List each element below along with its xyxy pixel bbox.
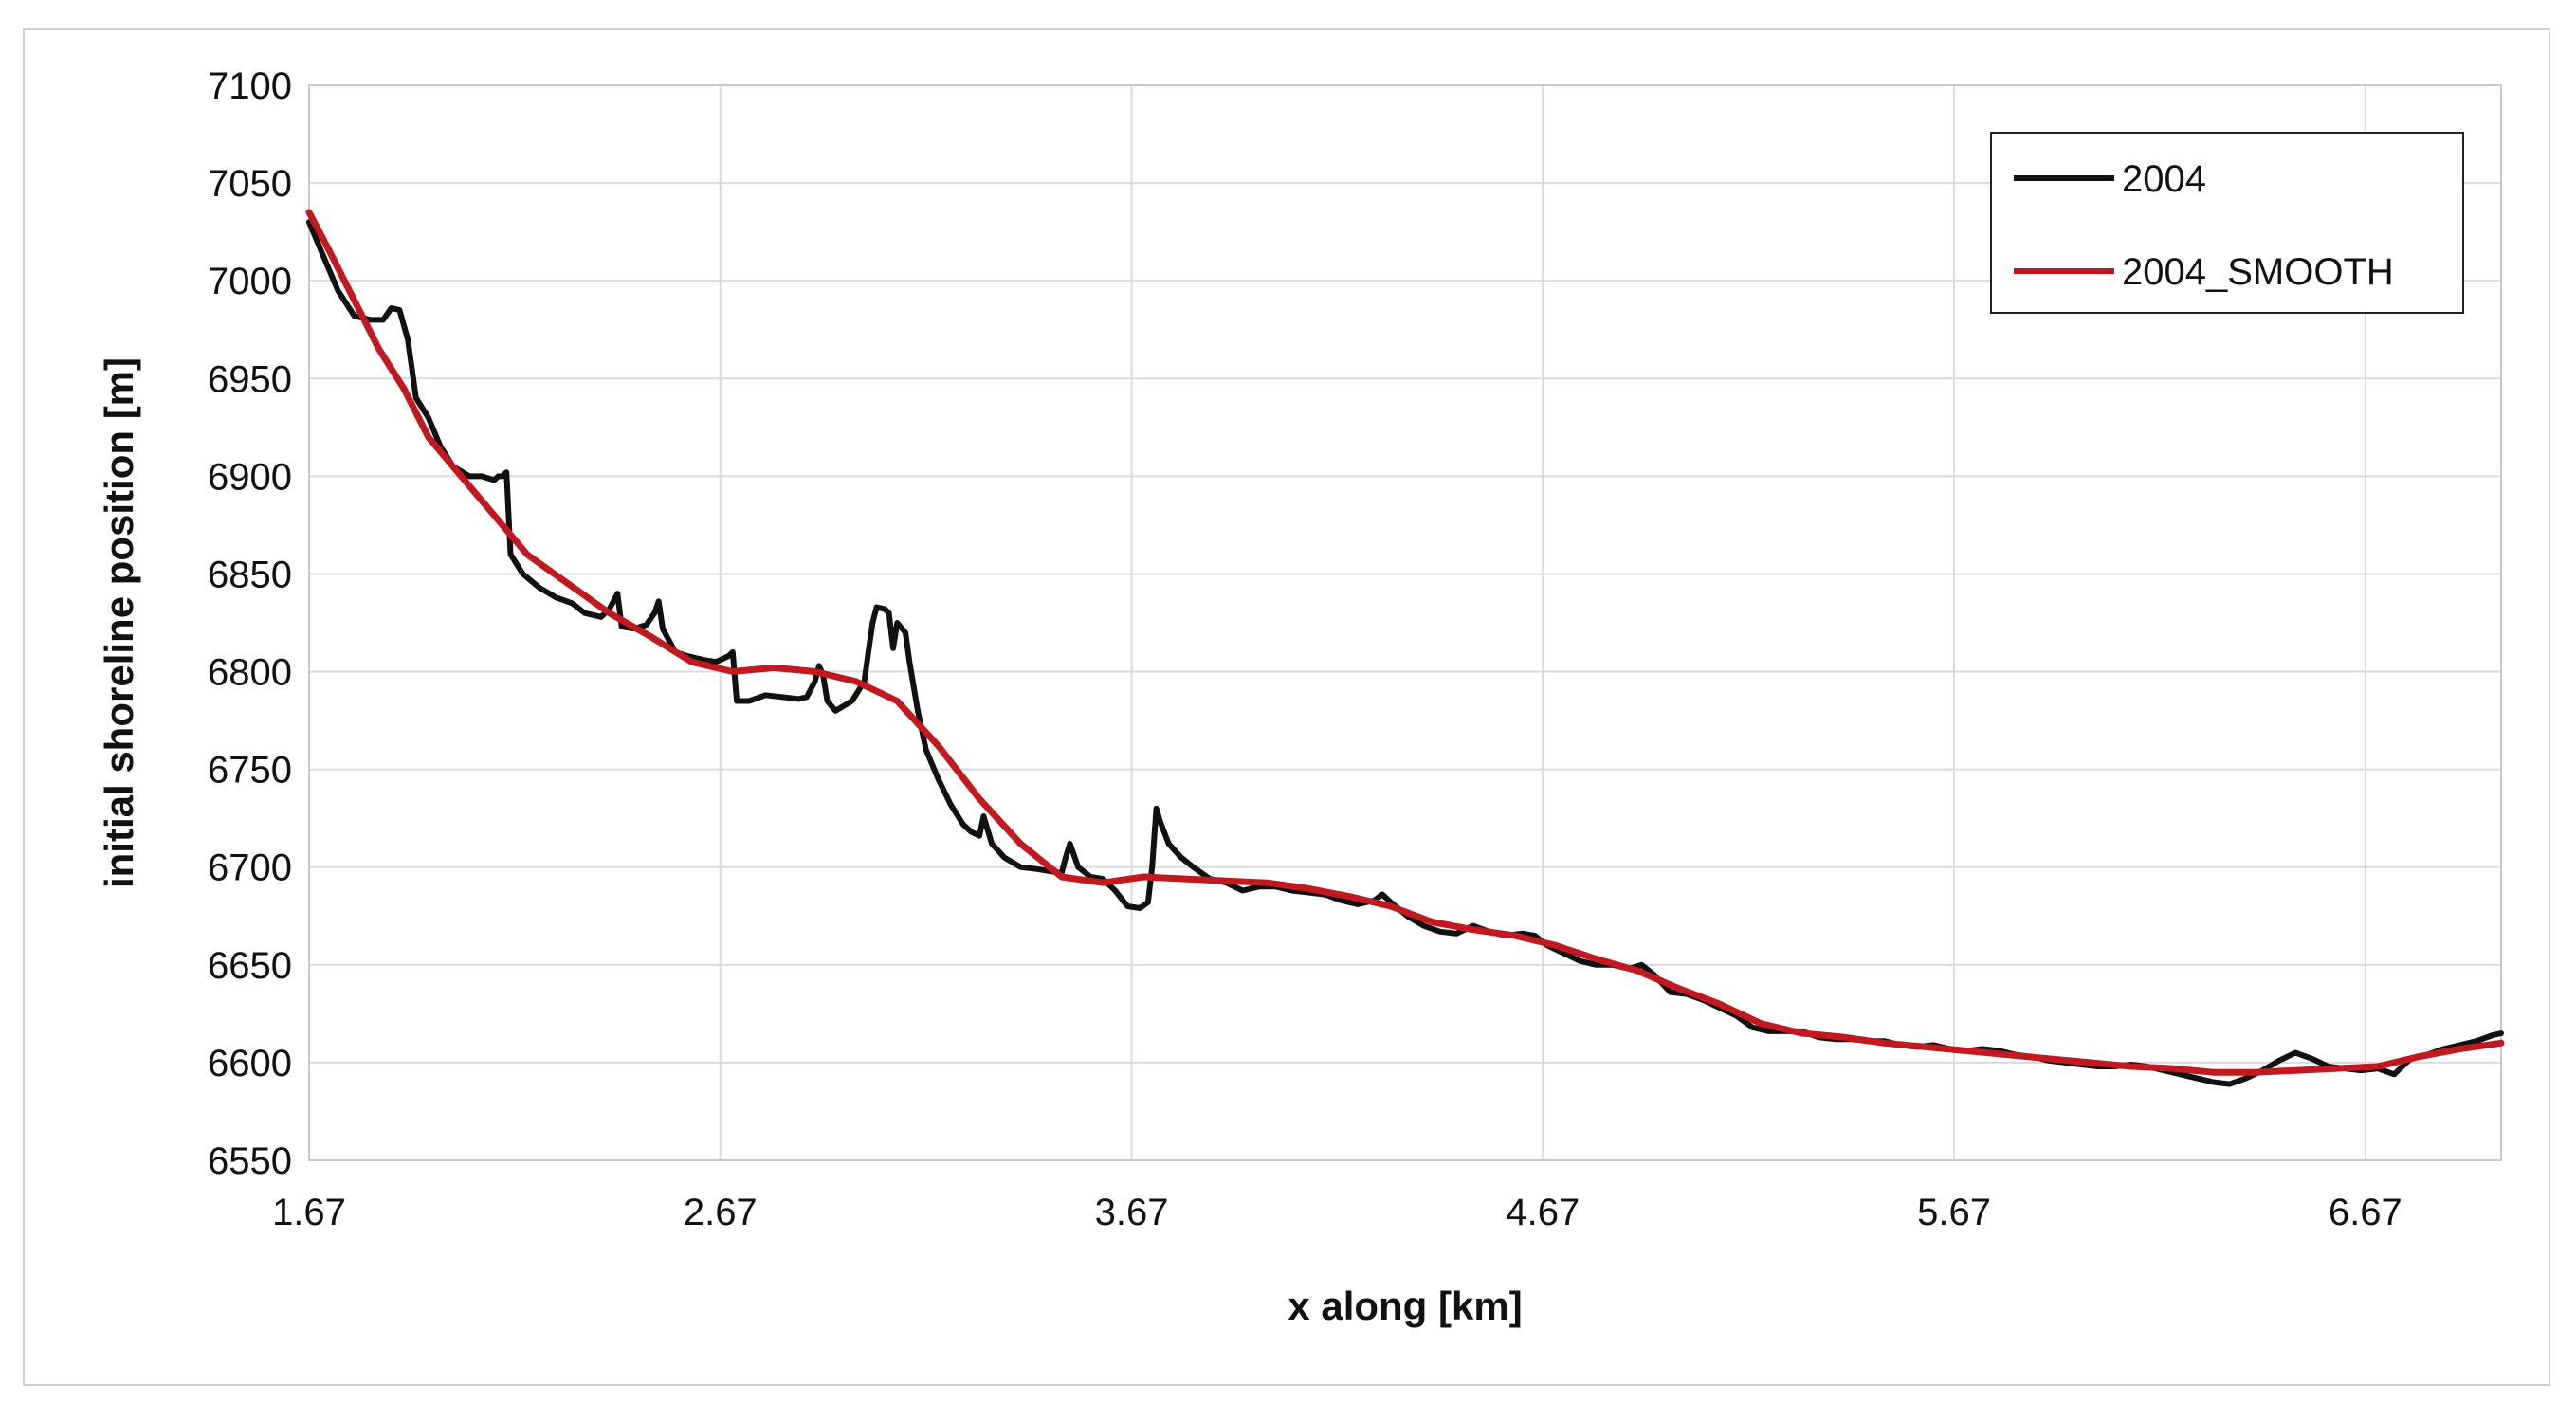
x-axis-title: x along [km] (1288, 1284, 1522, 1328)
x-tick-label: 5.67 (1917, 1192, 1991, 1233)
y-tick-label: 7050 (208, 163, 292, 205)
y-tick-label: 6700 (208, 847, 292, 889)
plot-area-border (308, 84, 2502, 1161)
y-axis-ticks: 6550 6600 6650 6700 6750 6800 6850 6900 6950 7000… (208, 65, 292, 1182)
x-axis-ticks: 1.67 2.67 3.67 4.67 5.67 6.67 (272, 1192, 2402, 1233)
y-tick-label: 6550 (208, 1140, 292, 1182)
x-tick-label: 3.67 (1095, 1192, 1169, 1233)
legend: 2004 2004_SMOOTH (1990, 132, 2464, 314)
y-tick-label: 7000 (208, 261, 292, 302)
x-tick-label: 1.67 (272, 1192, 346, 1233)
y-tick-label: 7100 (208, 65, 292, 107)
series-line-2004 (306, 219, 2504, 1087)
legend-box (1990, 132, 2464, 314)
series-line-2004-smooth (305, 209, 2505, 1076)
x-tick-label: 4.67 (1506, 1192, 1580, 1233)
y-tick-label: 6650 (208, 945, 292, 987)
x-tick-label: 6.67 (2329, 1192, 2402, 1233)
y-tick-label: 6950 (208, 358, 292, 400)
y-tick-label: 6750 (208, 750, 292, 792)
y-tick-label: 6900 (208, 456, 292, 498)
x-tick-label: 2.67 (684, 1192, 758, 1233)
y-tick-label: 6600 (208, 1043, 292, 1084)
legend-label-2004-smooth: 2004_SMOOTH (2122, 251, 2394, 293)
series-lines (305, 209, 2505, 1087)
legend-label-2004: 2004 (2122, 158, 2206, 200)
y-axis-title: initial shoreline position [m] (97, 357, 141, 888)
y-tick-label: 6800 (208, 652, 292, 694)
y-tick-label: 6850 (208, 554, 292, 595)
